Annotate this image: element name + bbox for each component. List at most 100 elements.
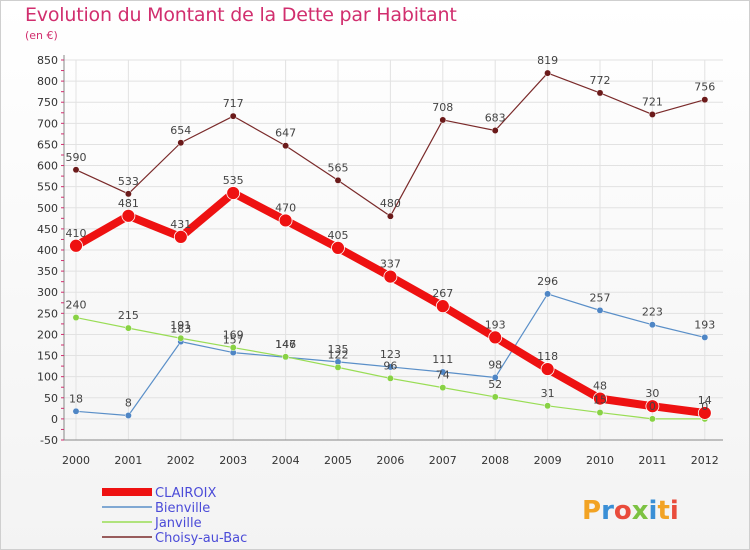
data-point-janville — [544, 402, 552, 410]
data-label-clairoix: 410 — [66, 227, 87, 240]
series-layer — [69, 69, 712, 423]
data-label-bienville: 183 — [170, 323, 191, 336]
data-label-bienville: 111 — [432, 353, 453, 366]
y-tick-label: 500 — [37, 202, 58, 215]
logo-letter: o — [614, 496, 632, 526]
data-point-bienville — [596, 306, 604, 314]
data-label-janville: 122 — [328, 348, 349, 361]
data-point-janville — [334, 363, 342, 371]
data-labels: 5905336547176475654807086838197727217561… — [66, 54, 716, 413]
data-label-clairoix: 535 — [223, 174, 244, 187]
data-label-bienville: 157 — [223, 334, 244, 347]
data-label-bienville: 296 — [537, 275, 558, 288]
chart-subtitle: (en €) — [25, 29, 58, 42]
x-tick-label: 2005 — [324, 454, 352, 467]
data-label-janville: 0 — [701, 400, 708, 413]
data-label-clairoix: 405 — [328, 229, 349, 242]
data-point-janville — [177, 334, 185, 342]
data-label-clairoix: 14 — [698, 394, 712, 407]
chart-title: Evolution du Montant de la Dette par Hab… — [25, 4, 457, 26]
data-point-janville — [596, 409, 604, 417]
data-label-choisy-au-bac: 647 — [275, 127, 296, 140]
data-label-choisy-au-bac: 721 — [642, 95, 663, 108]
data-point-choisy-au-bac — [701, 96, 709, 104]
data-label-janville: 0 — [649, 400, 656, 413]
data-label-janville: 15 — [593, 394, 607, 407]
data-point-bienville — [72, 407, 80, 415]
proxiti-logo: Proxiti — [582, 496, 679, 526]
data-point-janville — [229, 344, 237, 351]
legend-label-clairoix: CLAIROIX — [155, 486, 216, 501]
data-label-clairoix: 48 — [593, 380, 607, 393]
data-point-clairoix — [593, 391, 607, 406]
data-label-clairoix: 118 — [537, 350, 558, 363]
data-label-janville: 215 — [118, 309, 139, 322]
logo-letter: P — [582, 496, 601, 526]
data-label-bienville: 193 — [694, 318, 715, 331]
y-tick-label: 700 — [37, 117, 58, 130]
data-point-janville — [386, 374, 394, 382]
data-label-clairoix: 30 — [645, 387, 659, 400]
data-point-clairoix — [121, 208, 136, 223]
y-tick-label: -50 — [40, 434, 58, 447]
data-point-choisy-au-bac — [648, 111, 656, 118]
y-tick-label: 800 — [37, 75, 58, 88]
x-tick-label: 2011 — [638, 454, 666, 467]
data-point-bienville — [124, 412, 132, 419]
data-point-choisy-au-bac — [72, 166, 80, 174]
data-point-clairoix — [645, 399, 660, 414]
y-tick-label: 300 — [37, 286, 58, 299]
data-label-choisy-au-bac: 708 — [432, 101, 453, 114]
data-point-bienville — [701, 333, 709, 341]
data-point-janville — [439, 384, 447, 392]
data-point-clairoix — [540, 362, 555, 376]
data-label-choisy-au-bac: 654 — [170, 124, 191, 137]
data-label-choisy-au-bac: 772 — [590, 74, 611, 87]
data-point-clairoix — [69, 238, 83, 253]
data-label-janville: 240 — [66, 299, 87, 312]
data-point-janville — [491, 393, 499, 401]
data-label-clairoix: 337 — [380, 258, 401, 271]
legend-label-janville: Janville — [154, 516, 202, 531]
data-point-choisy-au-bac — [334, 176, 342, 184]
logo-letter: i — [670, 496, 679, 526]
y-tick-label: 600 — [37, 160, 58, 173]
data-label-choisy-au-bac: 565 — [328, 161, 349, 174]
data-point-choisy-au-bac — [386, 212, 394, 220]
data-point-bienville — [544, 290, 552, 298]
grid — [64, 59, 723, 441]
data-point-clairoix — [697, 406, 712, 420]
data-point-clairoix — [331, 240, 345, 255]
logo-letter: t — [657, 496, 669, 526]
data-point-janville — [72, 314, 80, 322]
y-tick-label: 100 — [37, 371, 58, 384]
x-tick-label: 2001 — [114, 454, 142, 467]
data-label-clairoix: 470 — [275, 201, 296, 214]
x-tick-label: 2009 — [534, 454, 562, 467]
logo-letter: i — [649, 496, 658, 526]
data-point-janville — [648, 415, 656, 423]
data-label-janville: 147 — [275, 338, 296, 351]
data-point-clairoix — [383, 269, 398, 284]
data-label-choisy-au-bac: 819 — [537, 54, 558, 67]
x-tick-label: 2004 — [272, 454, 300, 467]
data-label-choisy-au-bac: 590 — [66, 151, 87, 164]
data-label-bienville: 98 — [488, 359, 502, 372]
data-label-bienville: 223 — [642, 306, 663, 319]
data-label-choisy-au-bac: 683 — [485, 112, 506, 125]
y-tick-label: 250 — [37, 307, 58, 320]
y-tick-label: 750 — [37, 96, 58, 109]
data-label-janville: 191 — [170, 319, 191, 332]
data-point-janville — [282, 353, 290, 361]
data-label-janville: 74 — [436, 369, 450, 382]
data-point-choisy-au-bac — [282, 142, 290, 150]
y-tick-label: 200 — [37, 328, 58, 341]
data-label-clairoix: 193 — [485, 318, 506, 331]
data-label-clairoix: 267 — [432, 287, 453, 300]
data-label-bienville: 8 — [125, 397, 132, 410]
data-point-bienville — [491, 374, 499, 381]
data-label-bienville: 18 — [69, 392, 83, 405]
legend-label-choisy-au-bac: Choisy-au-Bac — [155, 531, 247, 546]
logo-letter: x — [632, 496, 649, 526]
